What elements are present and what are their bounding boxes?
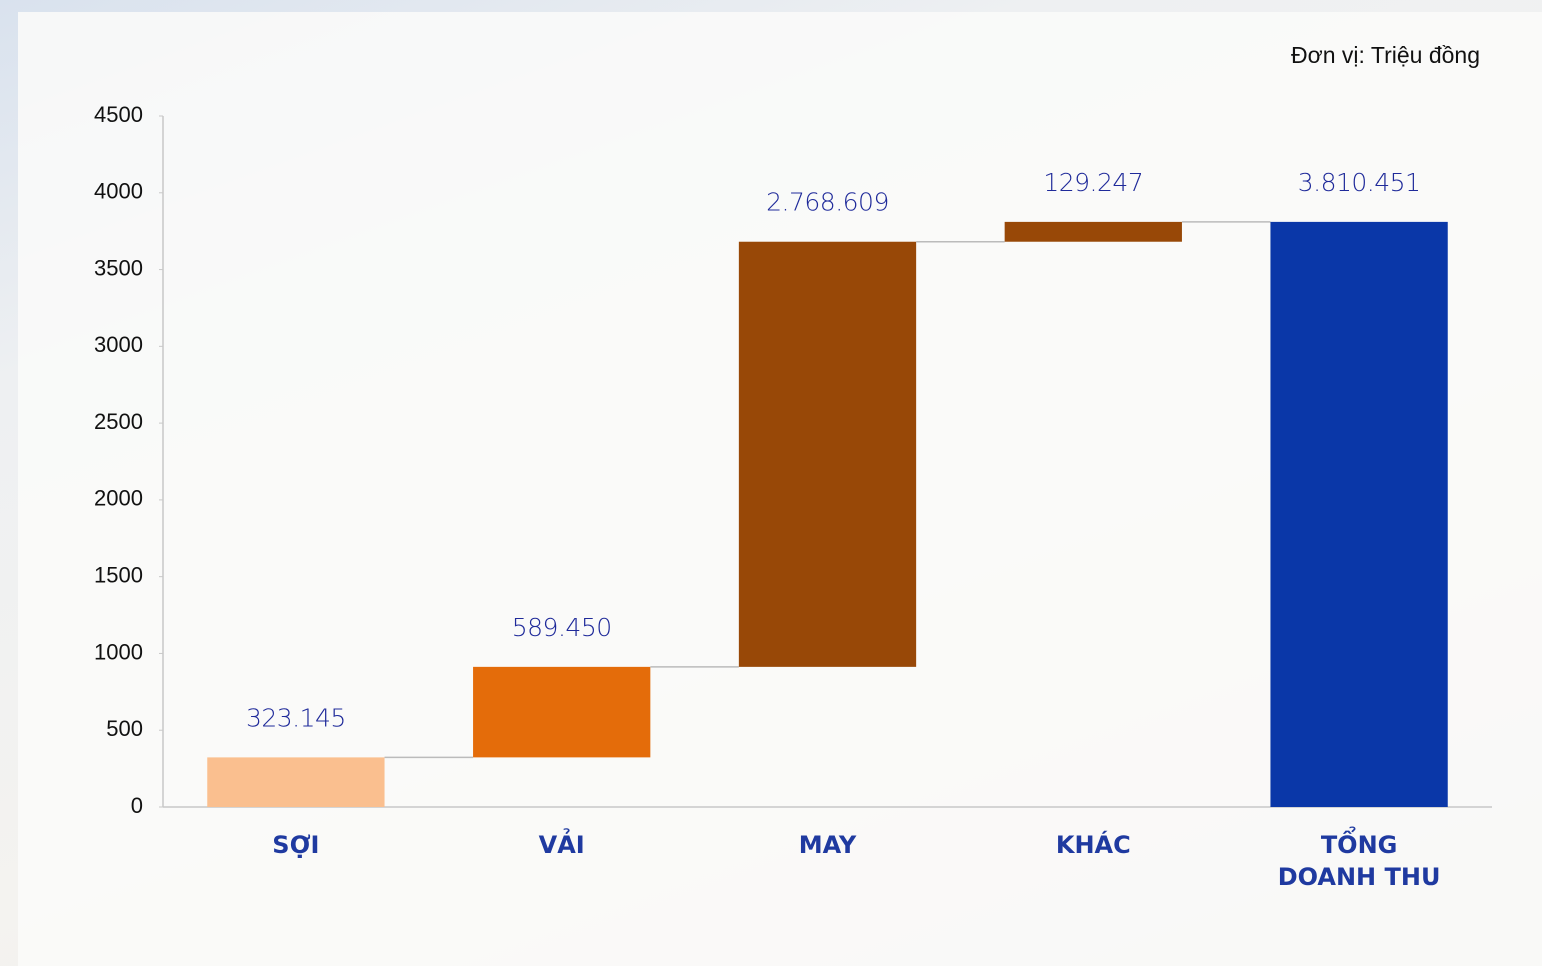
unit-note: Đơn vị: Triệu đồng — [1291, 42, 1480, 68]
bar — [738, 241, 917, 667]
bar — [473, 666, 651, 758]
y-tick-label: 1000 — [94, 639, 143, 664]
value-label: 3.810.451 — [1298, 168, 1421, 197]
x-tick-label: TỔNG DOANH THU — [1277, 831, 1441, 891]
y-tick-label: 0 — [131, 793, 143, 818]
bar — [1270, 221, 1448, 807]
value-label: 589.450 — [512, 613, 612, 642]
x-tick-label: VẢI — [538, 831, 585, 859]
y-tick-label: 3000 — [94, 332, 143, 357]
bar — [207, 757, 385, 807]
bar — [1004, 221, 1182, 242]
y-tick-label: 2000 — [94, 486, 143, 511]
x-tick-label: SỢI — [272, 831, 320, 859]
value-label: 323.145 — [246, 703, 346, 732]
y-tick-label: 4000 — [94, 179, 143, 204]
y-tick-label: 3500 — [94, 255, 143, 280]
y-tick-label: 500 — [106, 716, 143, 741]
x-tick-label: MAY — [798, 831, 857, 859]
y-tick-label: 4500 — [94, 102, 143, 127]
value-label: 2.768.609 — [766, 188, 889, 217]
y-tick-label: 1500 — [94, 562, 143, 587]
x-tick-label: KHÁC — [1055, 831, 1131, 859]
y-tick-label: 2500 — [94, 409, 143, 434]
value-label: 129.247 — [1043, 168, 1143, 197]
